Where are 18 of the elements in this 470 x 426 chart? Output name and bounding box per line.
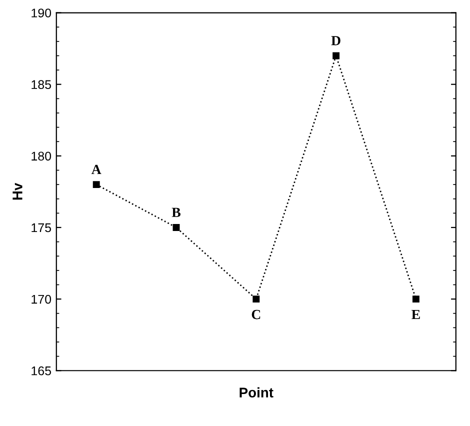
point [172,224,180,231]
point [252,296,260,303]
x-axis-title: Point [240,387,274,398]
x-tick-label: E [412,310,420,320]
y-tick-label: 170 [32,294,52,304]
x-tick-label: A [91,164,102,174]
point [412,296,420,303]
point [332,52,340,60]
y-tick-label: 185 [32,80,52,89]
y-tick-label: 175 [32,223,52,232]
y-tick-label: 180 [32,152,52,161]
x-tick-label: D [331,36,340,46]
y-tick-label: 165 [32,366,52,376]
x-tick-label: B [172,208,180,217]
point [92,181,100,188]
y-axis-title: Hv [12,182,22,200]
y-tick-label: 190 [32,8,52,18]
x-tick-label: C [252,310,260,320]
